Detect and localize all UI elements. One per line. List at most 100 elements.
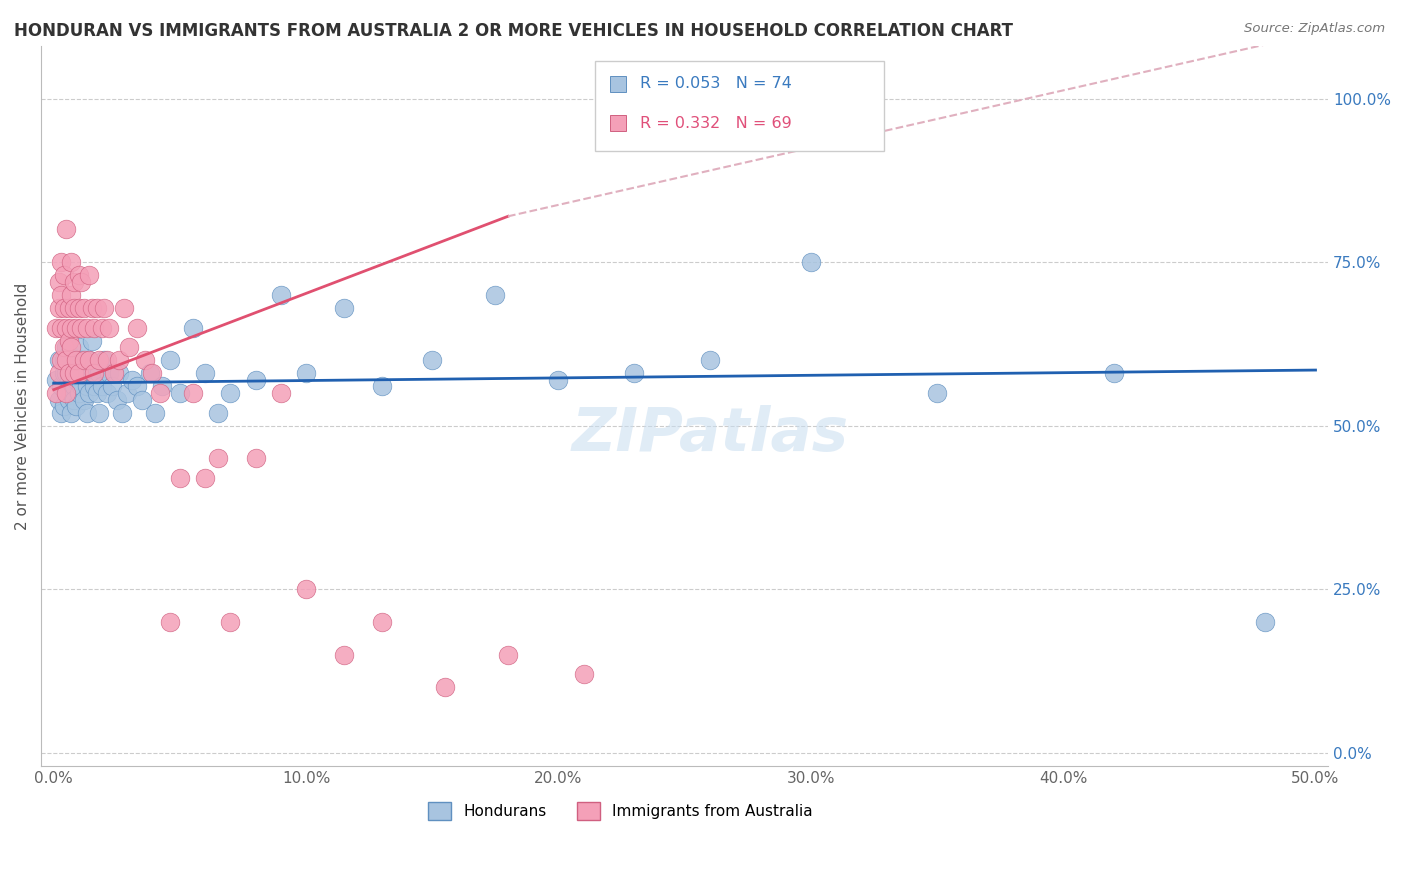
Point bbox=[134, 353, 156, 368]
Point bbox=[65, 373, 87, 387]
Point bbox=[67, 340, 90, 354]
Point bbox=[83, 379, 105, 393]
Point bbox=[141, 367, 163, 381]
Point bbox=[67, 268, 90, 283]
Point bbox=[333, 648, 356, 662]
Point bbox=[77, 353, 100, 368]
Point bbox=[63, 301, 86, 315]
Text: R = 0.053   N = 74: R = 0.053 N = 74 bbox=[640, 76, 792, 91]
Point bbox=[51, 255, 73, 269]
Point bbox=[73, 392, 96, 407]
FancyBboxPatch shape bbox=[595, 61, 884, 151]
Point bbox=[270, 386, 292, 401]
Point bbox=[77, 386, 100, 401]
Point bbox=[105, 392, 128, 407]
Point bbox=[90, 379, 112, 393]
Point bbox=[295, 367, 318, 381]
Point bbox=[219, 615, 242, 629]
Point bbox=[48, 353, 70, 368]
Point bbox=[52, 301, 75, 315]
Point bbox=[181, 320, 204, 334]
Point bbox=[60, 367, 83, 381]
Point bbox=[623, 367, 645, 381]
Point bbox=[58, 392, 80, 407]
Point bbox=[58, 367, 80, 381]
Point bbox=[77, 268, 100, 283]
Point bbox=[131, 392, 153, 407]
Point bbox=[111, 406, 134, 420]
Point bbox=[89, 367, 111, 381]
Point bbox=[125, 320, 148, 334]
Point bbox=[63, 392, 86, 407]
Point bbox=[52, 367, 75, 381]
Point bbox=[76, 379, 98, 393]
Point bbox=[80, 301, 103, 315]
Point bbox=[63, 353, 86, 368]
Text: ZIPatlas: ZIPatlas bbox=[572, 405, 849, 465]
Point bbox=[52, 353, 75, 368]
Point bbox=[63, 379, 86, 393]
Point bbox=[194, 367, 217, 381]
Point bbox=[70, 353, 93, 368]
Point bbox=[45, 373, 67, 387]
Text: Source: ZipAtlas.com: Source: ZipAtlas.com bbox=[1244, 22, 1385, 36]
Point bbox=[169, 386, 191, 401]
Point bbox=[67, 367, 90, 381]
Point bbox=[245, 373, 267, 387]
Point bbox=[169, 471, 191, 485]
Point bbox=[60, 340, 83, 354]
Point bbox=[48, 392, 70, 407]
Point bbox=[98, 367, 121, 381]
Point bbox=[63, 367, 86, 381]
Point bbox=[51, 288, 73, 302]
Point bbox=[70, 275, 93, 289]
Point bbox=[70, 320, 93, 334]
Point bbox=[194, 471, 217, 485]
Point bbox=[96, 386, 118, 401]
Point bbox=[333, 301, 356, 315]
Point bbox=[60, 320, 83, 334]
Point bbox=[699, 353, 721, 368]
Point bbox=[55, 320, 77, 334]
Point bbox=[67, 386, 90, 401]
Point bbox=[58, 347, 80, 361]
Point bbox=[181, 386, 204, 401]
Point bbox=[48, 275, 70, 289]
Point bbox=[48, 301, 70, 315]
Point bbox=[73, 301, 96, 315]
Point bbox=[51, 353, 73, 368]
Point bbox=[433, 681, 456, 695]
Point bbox=[207, 406, 229, 420]
Point bbox=[58, 373, 80, 387]
Point bbox=[51, 379, 73, 393]
Point bbox=[420, 353, 443, 368]
Point bbox=[112, 301, 135, 315]
Point bbox=[83, 320, 105, 334]
Point bbox=[207, 451, 229, 466]
Legend: Hondurans, Immigrants from Australia: Hondurans, Immigrants from Australia bbox=[422, 796, 818, 827]
Point bbox=[65, 353, 87, 368]
Point bbox=[60, 288, 83, 302]
Point bbox=[63, 275, 86, 289]
Point bbox=[58, 334, 80, 348]
Point bbox=[80, 334, 103, 348]
Point bbox=[245, 451, 267, 466]
Point bbox=[70, 379, 93, 393]
Point bbox=[48, 367, 70, 381]
Point bbox=[96, 353, 118, 368]
Point bbox=[125, 379, 148, 393]
Point bbox=[55, 367, 77, 381]
Point bbox=[73, 353, 96, 368]
Point bbox=[90, 320, 112, 334]
Point bbox=[52, 340, 75, 354]
Point bbox=[159, 615, 181, 629]
Point bbox=[55, 353, 77, 368]
Y-axis label: 2 or more Vehicles in Household: 2 or more Vehicles in Household bbox=[15, 283, 30, 530]
Point bbox=[925, 386, 948, 401]
Point bbox=[52, 268, 75, 283]
Point bbox=[270, 288, 292, 302]
Point bbox=[108, 353, 131, 368]
Point bbox=[86, 386, 108, 401]
Point bbox=[118, 340, 141, 354]
Point bbox=[159, 353, 181, 368]
